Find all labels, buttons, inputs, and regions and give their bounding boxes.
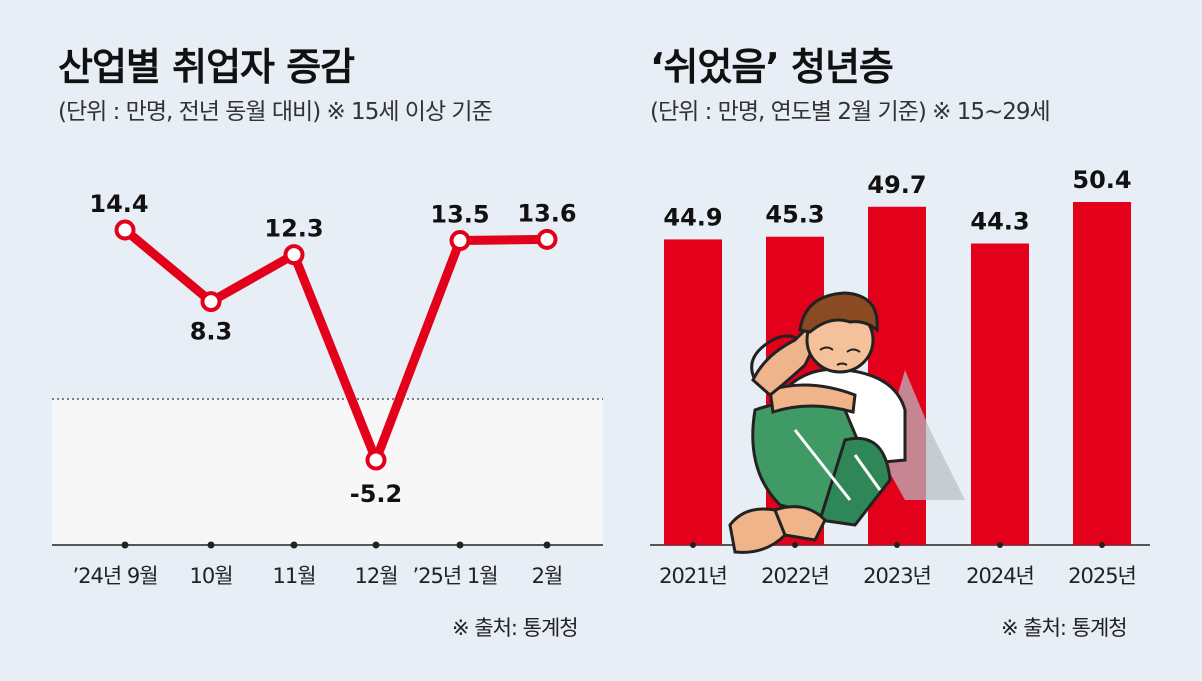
employment-change-panel: 산업별 취업자 증감 (단위 : 만명, 전년 동월 대비) ※ 15세 이상 … bbox=[52, 45, 603, 640]
sitting-young-man-illustration bbox=[728, 291, 965, 554]
x-tick-mark bbox=[997, 542, 1003, 548]
data-point bbox=[449, 230, 471, 252]
data-point bbox=[114, 219, 136, 241]
data-point bbox=[536, 228, 558, 250]
employment-line-chart: 14.4 8.3 12.3 -5.2 13.5 13.6 ’24년 9월 10월 11월 12월… bbox=[52, 190, 603, 588]
x-tick-mark bbox=[290, 541, 298, 549]
employment-series-line bbox=[122, 226, 548, 465]
x-tick-mark bbox=[456, 541, 464, 549]
bar bbox=[664, 239, 722, 546]
x-tick-mark bbox=[121, 541, 129, 549]
x-tick-mark bbox=[894, 542, 900, 548]
data-label: 13.6 bbox=[517, 199, 576, 227]
data-label: 12.3 bbox=[264, 215, 323, 243]
x-tick-label: ’25년 1월 bbox=[412, 564, 497, 588]
x-tick-label: ’24년 9월 bbox=[72, 564, 157, 588]
x-tick-mark bbox=[690, 542, 696, 548]
bar bbox=[971, 243, 1029, 545]
left-chart-subtitle: (단위 : 만명, 전년 동월 대비) ※ 15세 이상 기준 bbox=[58, 99, 493, 125]
x-tick-mark bbox=[207, 541, 215, 549]
data-label: 44.3 bbox=[970, 208, 1029, 236]
bar bbox=[1073, 202, 1131, 545]
data-label: 50.4 bbox=[1072, 166, 1131, 194]
data-label: 45.3 bbox=[765, 201, 824, 229]
x-tick-label: 2024년 bbox=[966, 564, 1034, 588]
right-chart-source: ※ 출처: 통계청 bbox=[1001, 616, 1128, 640]
data-label: 49.7 bbox=[867, 171, 926, 199]
resting-youth-panel: ‘쉬었음’ 청년층 (단위 : 만명, 연도별 2월 기준) ※ 15~29세 … bbox=[605, 0, 1202, 681]
x-tick-mark bbox=[792, 542, 798, 548]
left-chart-title: 산업별 취업자 증감 bbox=[58, 45, 355, 89]
data-point bbox=[200, 291, 222, 313]
x-tick-mark bbox=[543, 541, 551, 549]
data-point bbox=[365, 449, 387, 471]
data-point bbox=[283, 244, 305, 266]
data-label: 13.5 bbox=[430, 201, 489, 229]
x-tick-label: 10월 bbox=[189, 564, 232, 588]
x-tick-mark bbox=[1099, 542, 1105, 548]
data-label: 44.9 bbox=[663, 203, 722, 231]
x-tick-mark bbox=[372, 541, 380, 549]
resting-youth-bar-chart: 44.9 45.3 49.7 44.3 50.4 2021년 2022년 2023년 2024… bbox=[650, 166, 1150, 588]
negative-region bbox=[52, 398, 603, 545]
data-label: 14.4 bbox=[89, 190, 148, 218]
left-chart-source: ※ 출처: 통계청 bbox=[452, 616, 579, 640]
x-tick-label: 2025년 bbox=[1068, 564, 1136, 588]
x-tick-label: 12월 bbox=[354, 564, 397, 588]
right-chart-title: ‘쉬었음’ 청년층 bbox=[650, 45, 894, 89]
x-tick-label: 2월 bbox=[532, 564, 563, 588]
x-tick-label: 11월 bbox=[272, 564, 315, 588]
x-tick-label: 2023년 bbox=[863, 564, 931, 588]
data-label: 8.3 bbox=[190, 318, 233, 346]
x-tick-label: 2021년 bbox=[659, 564, 727, 588]
data-label: -5.2 bbox=[350, 480, 402, 508]
right-chart-subtitle: (단위 : 만명, 연도별 2월 기준) ※ 15~29세 bbox=[650, 99, 1051, 125]
x-tick-label: 2022년 bbox=[761, 564, 829, 588]
